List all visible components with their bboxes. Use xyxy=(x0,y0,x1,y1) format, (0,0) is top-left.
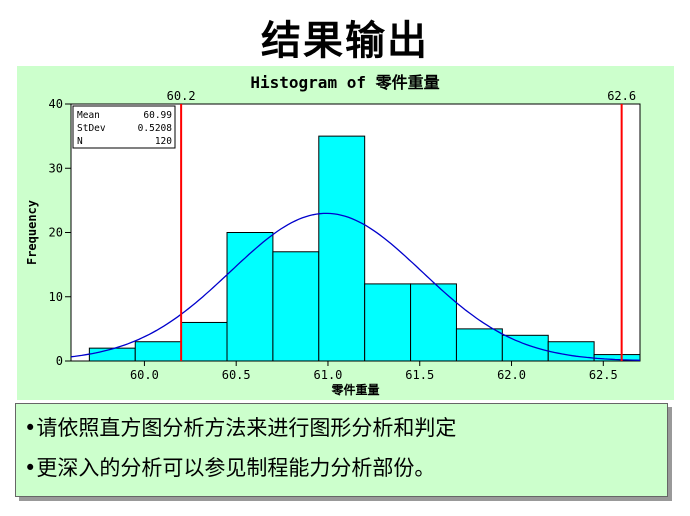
histogram-bar xyxy=(272,251,320,362)
histogram-bar xyxy=(226,232,274,362)
histogram-bar xyxy=(410,283,457,362)
y-tick-label: 30 xyxy=(49,161,63,175)
histogram-bar xyxy=(501,334,549,362)
stats-box: Mean 60.99 StDev 0.5208 N 120 xyxy=(72,105,176,149)
histogram-chart: Histogram of 零件重量 零件重量 Frequency 60.2 62.… xyxy=(25,73,641,397)
x-axis-label: 零件重量 xyxy=(330,382,379,397)
notes-box: •请依照直方图分析方法来进行图形分析和判定 •更深入的分析可以参见制程能力分析部… xyxy=(15,403,668,497)
x-tick-label: 60.0 xyxy=(130,368,159,382)
histogram-bar xyxy=(455,328,503,362)
axes-layer: 0 10 20 30 40 60.0 60.5 61.0 61.5 62.0 62.5 xyxy=(49,97,618,382)
histogram-bar xyxy=(180,321,228,362)
note-line-1: •请依照直方图分析方法来进行图形分析和判定 xyxy=(24,416,457,440)
chart-title: Histogram of 零件重量 xyxy=(250,73,439,92)
stats-stdev-label: StDev xyxy=(77,123,106,134)
histogram-bar xyxy=(88,347,136,362)
spec-limit-label: 62.6 xyxy=(607,89,636,103)
spec-limit-label: 60.2 xyxy=(167,89,196,103)
histogram-bar xyxy=(134,341,182,362)
y-tick-label: 0 xyxy=(56,354,63,368)
x-tick-label: 62.5 xyxy=(589,368,618,382)
normal-curve xyxy=(70,212,641,361)
stats-mean-label: Mean xyxy=(77,110,100,121)
bars-layer xyxy=(88,135,641,362)
histogram-bar xyxy=(547,341,595,362)
stats-stdev-value: 0.5208 xyxy=(138,123,173,134)
note-line-2: •更深入的分析可以参见制程能力分析部份。 xyxy=(24,456,436,480)
stats-mean-value: 60.99 xyxy=(143,110,172,121)
spec-limits-layer: 60.2 62.6 xyxy=(167,89,636,361)
stats-n-label: N xyxy=(77,136,83,147)
y-tick-label: 40 xyxy=(49,97,63,111)
chart-panel: Histogram of 零件重量 零件重量 Frequency 60.2 62.… xyxy=(17,66,674,400)
y-tick-label: 20 xyxy=(49,226,63,240)
x-tick-label: 61.0 xyxy=(314,368,343,382)
stats-n-value: 120 xyxy=(155,136,172,147)
x-tick-label: 62.0 xyxy=(497,368,526,382)
x-tick-label: 60.5 xyxy=(222,368,251,382)
histogram-bar xyxy=(364,283,412,362)
y-axis-label: Frequency xyxy=(25,200,39,265)
stats-box-frame xyxy=(72,105,176,149)
y-tick-label: 10 xyxy=(49,290,63,304)
x-tick-label: 61.5 xyxy=(405,368,434,382)
histogram-bar xyxy=(318,135,366,362)
slide-title: 结果输出 xyxy=(261,18,429,64)
